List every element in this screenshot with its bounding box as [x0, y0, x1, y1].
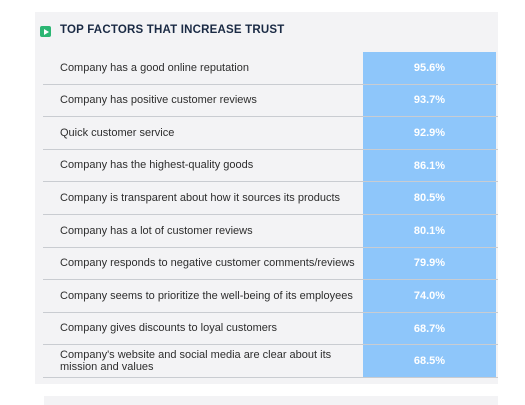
table-row: Company has the highest-quality goods 86.…: [43, 149, 498, 183]
row-divider: [43, 213, 498, 215]
row-divider: [43, 344, 498, 346]
factor-label: Company seems to prioritize the well-bei…: [60, 289, 353, 302]
footer-strip: [44, 396, 498, 405]
row-divider: [43, 181, 498, 183]
chart-title: TOP FACTORS THAT INCREASE TRUST: [60, 24, 285, 36]
table-row: Company gives discounts to loyal custome…: [43, 312, 498, 346]
table-row: Company's website and social media are c…: [43, 345, 498, 378]
factor-value: 92.9%: [363, 117, 496, 149]
row-divider: [43, 83, 498, 85]
row-divider: [43, 311, 498, 313]
table-row: Company responds to negative customer co…: [43, 247, 498, 281]
table-row: Company seems to prioritize the well-bei…: [43, 280, 498, 313]
play-icon: [40, 26, 51, 37]
factor-value: 80.1%: [363, 214, 496, 247]
factor-label: Company gives discounts to loyal custome…: [60, 322, 278, 335]
row-divider: [43, 116, 498, 118]
table-row: Quick customer service 92.9%: [43, 117, 498, 150]
table-row: Company has positive customer reviews 93.…: [43, 84, 498, 118]
factor-value: 95.6%: [363, 52, 496, 84]
table-row: Company has a good online reputation 95.6…: [43, 52, 498, 85]
factor-value: 68.7%: [363, 312, 496, 345]
factor-label: Company's website and social media are c…: [60, 348, 332, 374]
factor-value: 93.7%: [363, 84, 496, 117]
factor-value: 80.5%: [363, 182, 496, 214]
factor-label: Quick customer service: [60, 126, 175, 139]
factor-label: Company has positive customer reviews: [60, 94, 257, 107]
factor-label: Company responds to negative customer co…: [60, 257, 355, 270]
row-divider: [43, 279, 498, 281]
factor-value: 74.0%: [363, 280, 496, 312]
factor-label: Company has a good online reputation: [60, 61, 249, 74]
factor-value: 86.1%: [363, 149, 496, 182]
factor-label: Company has a lot of customer reviews: [60, 224, 253, 237]
factor-rows: Company has a good online reputation 95.6…: [43, 52, 498, 378]
row-divider: [43, 148, 498, 150]
table-row: Company has a lot of customer reviews 80.…: [43, 214, 498, 248]
factor-value: 68.5%: [363, 345, 496, 377]
table-row: Company is transparent about how it sour…: [43, 182, 498, 215]
row-divider: [43, 246, 498, 248]
row-divider: [43, 376, 498, 378]
factor-label: Company has the highest-quality goods: [60, 159, 254, 172]
factor-label: Company is transparent about how it sour…: [60, 191, 341, 204]
card-header: TOP FACTORS THAT INCREASE TRUST: [35, 12, 498, 50]
trust-factors-card: TOP FACTORS THAT INCREASE TRUST Company …: [35, 12, 498, 384]
factor-value: 79.9%: [363, 247, 496, 280]
